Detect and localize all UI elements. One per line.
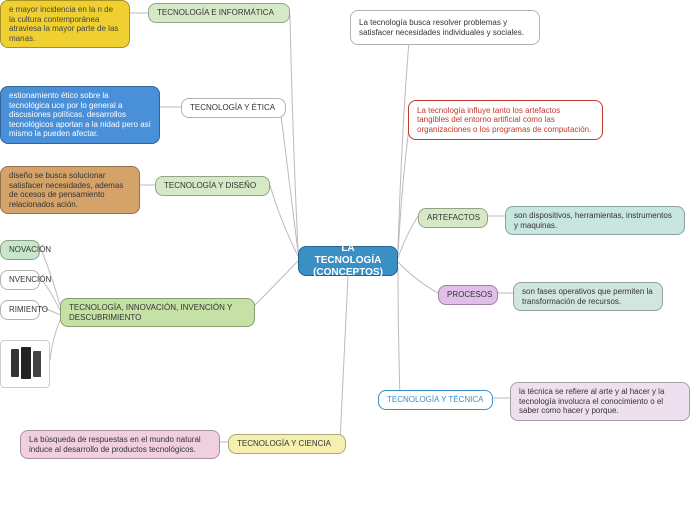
node-n7: NOVACIÓN [0, 240, 40, 260]
node-n4: La tecnología influye tanto los artefact… [408, 100, 603, 140]
node-n6: ARTEFACTOS [418, 208, 488, 228]
node-n14: TECNOLOGÍA Y CIENCIA [228, 434, 346, 454]
node-n2: La tecnología busca resolver problemas y… [350, 10, 540, 45]
node-n3: TECNOLOGÍA Y ÉTICA [181, 98, 286, 118]
node-n1: TECNOLOGÍA E INFORMÁTICA [148, 3, 290, 23]
node-n12 [0, 340, 50, 388]
node-n3a: estionamiento ético sobre la tecnológica… [0, 86, 160, 144]
node-n6a: son dispositivos, herramientas, instrume… [505, 206, 685, 235]
node-n5a: diseño se busca solucionar satisfacer ne… [0, 166, 140, 214]
node-n13: TECNOLOGÍA Y TÉCNICA [378, 390, 493, 410]
node-n5: TECNOLOGÍA Y DISEÑO [155, 176, 270, 196]
node-n9: RIMIENTO [0, 300, 40, 320]
node-n13a: la técnica se refiere al arte y al hacer… [510, 382, 690, 421]
center-node: LA TECNOLOGÍA (CONCEPTOS) [298, 246, 398, 276]
node-n11a: son fases operativos que permiten la tra… [513, 282, 663, 311]
node-n1a: e mayor incidencia en la n de la cultura… [0, 0, 130, 48]
node-n8: NVENCIÓN [0, 270, 40, 290]
node-n10: TECNOLOGÍA, INNOVACIÓN, INVENCIÓN Y DESC… [60, 298, 255, 327]
node-n11: PROCESOS [438, 285, 498, 305]
node-n14a: La búsqueda de respuestas en el mundo na… [20, 430, 220, 459]
